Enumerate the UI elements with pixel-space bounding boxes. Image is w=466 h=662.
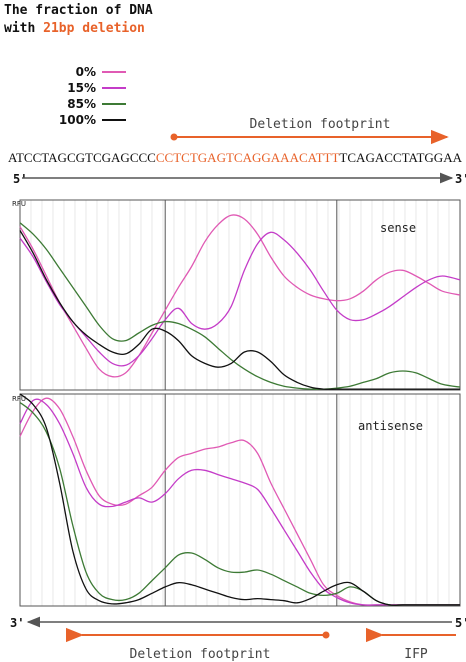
sequence-deletion: CCTCTGAGTCAGGAAACATTT bbox=[156, 151, 340, 165]
ifp-label: IFP bbox=[404, 647, 428, 662]
dna-sequence: ATCCTAGCGTCGAGCCC CCTCTGAGTCAGGAAACATTT TC… bbox=[8, 151, 462, 165]
legend-label: 100% bbox=[58, 113, 96, 127]
sense-series-0pct bbox=[19, 214, 461, 378]
antisense-annotation: antisense bbox=[358, 419, 423, 433]
sense-ylabel: RFU bbox=[12, 200, 26, 208]
legend-item-85: 85% bbox=[58, 96, 126, 112]
antisense-series-100pct bbox=[19, 393, 460, 606]
legend: 0% 15% 85% 100% bbox=[58, 64, 126, 128]
sequence-left: ATCCTAGCGTCGAGCCC bbox=[8, 151, 156, 165]
antisense-gridlines bbox=[30, 394, 450, 606]
footprint-end-dot bbox=[322, 631, 330, 639]
sense-series-100pct bbox=[19, 230, 460, 390]
bottom-axis-left-label: 3' bbox=[10, 616, 24, 630]
antisense-major-lines bbox=[164, 394, 338, 606]
bottom-footprint-label: Deletion footprint bbox=[130, 647, 271, 662]
sense-series bbox=[19, 214, 461, 390]
legend-label: 15% bbox=[67, 81, 96, 95]
legend-swatch bbox=[102, 103, 126, 105]
legend-label: 85% bbox=[67, 97, 96, 111]
sense-annotation: sense bbox=[380, 221, 416, 235]
legend-item-100: 100% bbox=[58, 112, 126, 128]
legend-swatch bbox=[102, 87, 126, 89]
title-line-2: with 21bp deletion bbox=[4, 20, 153, 38]
legend-swatch bbox=[102, 119, 126, 121]
antisense-series bbox=[19, 393, 460, 606]
legend-label: 0% bbox=[75, 65, 96, 79]
legend-item-0: 0% bbox=[58, 64, 126, 80]
top-footprint-label: Deletion footprint bbox=[250, 117, 391, 132]
sequence-right: TCAGACCTATGGAA bbox=[339, 151, 462, 165]
title-line-2-accent: 21bp deletion bbox=[43, 21, 145, 36]
antisense-series-15pct bbox=[19, 398, 460, 606]
sense-panel: RFU sense bbox=[12, 199, 461, 391]
title-line-1: The fraction of DNA bbox=[4, 3, 153, 18]
top-axis-right-label: 3' bbox=[455, 172, 466, 186]
sense-series-85pct bbox=[19, 222, 461, 390]
title-line-2-prefix: with bbox=[4, 21, 44, 36]
antisense-panel: RFU antisense bbox=[12, 393, 461, 607]
top-axis-left-label: 5' bbox=[13, 172, 27, 186]
bottom-axis-right-label: 5' bbox=[455, 616, 466, 630]
antisense-frame bbox=[19, 393, 461, 607]
chart-title: The fraction of DNA with 21bp deletion bbox=[4, 2, 153, 38]
sense-gridlines bbox=[30, 200, 450, 390]
legend-item-15: 15% bbox=[58, 80, 126, 96]
sense-major-lines bbox=[164, 200, 338, 390]
sense-series-15pct bbox=[19, 231, 461, 367]
legend-swatch bbox=[102, 71, 126, 73]
antisense-ylabel: RFU bbox=[12, 395, 26, 403]
